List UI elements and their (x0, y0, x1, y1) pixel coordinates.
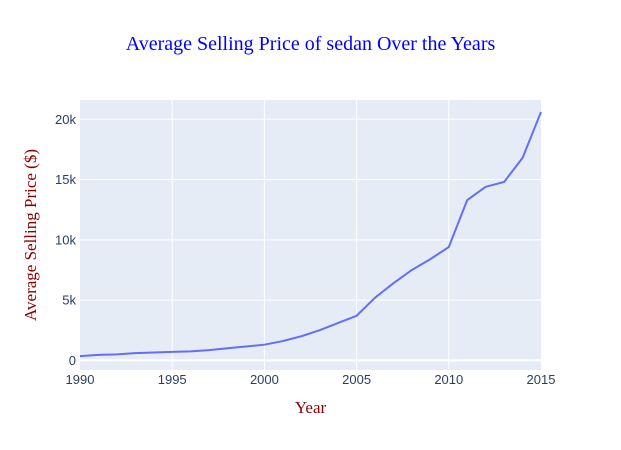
grid-lines (80, 100, 541, 370)
x-tick-label: 2005 (342, 372, 371, 387)
x-tick-label: 2000 (250, 372, 279, 387)
y-tick-label: 0 (69, 353, 76, 368)
x-tick-label: 2015 (527, 372, 556, 387)
series-layer (79, 111, 542, 358)
x-axis-title: Year (295, 398, 327, 417)
chart-title: Average Selling Price of sedan Over the … (126, 33, 496, 55)
y-tick-label: 5k (62, 293, 76, 308)
x-tick-label: 1995 (158, 372, 187, 387)
tick-labels: 1990 1995 2000 2005 2010 2015 0 5k 10k 15k 20k (55, 112, 555, 387)
y-tick-label: 20k (55, 112, 76, 127)
y-tick-label: 10k (55, 232, 76, 247)
plot-area (80, 100, 541, 370)
y-tick-label: 15k (55, 172, 76, 187)
x-tick-label: 2010 (434, 372, 463, 387)
y-axis-title: Average Selling Price ($) (21, 149, 40, 321)
x-tick-label: 1990 (66, 372, 95, 387)
series-line (79, 111, 542, 358)
